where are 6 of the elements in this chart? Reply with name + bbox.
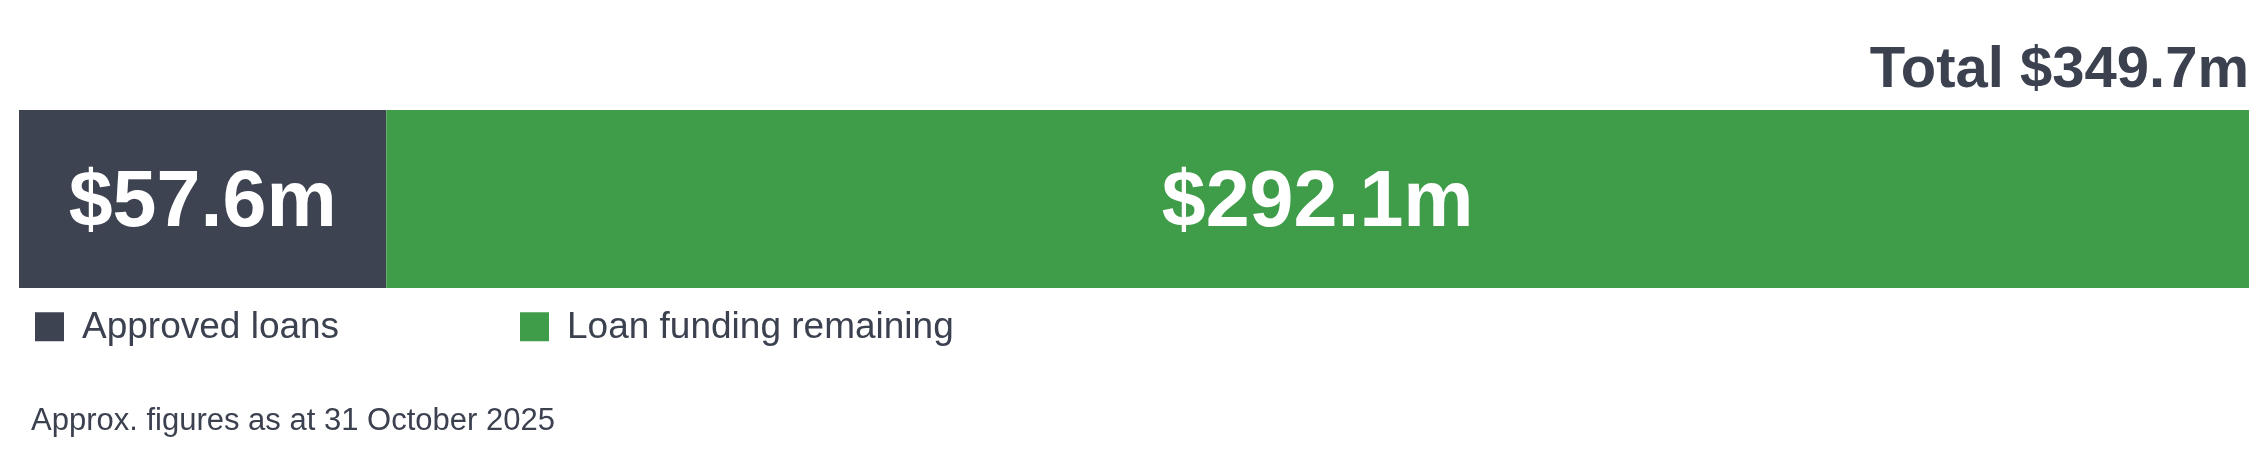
legend-label: Loan funding remaining (567, 304, 954, 346)
total-label: Total $349.7m (1869, 34, 2249, 99)
legend-label: Approved loans (82, 304, 340, 346)
data-label: $57.6m (68, 154, 337, 243)
data-label: $292.1m (1161, 154, 1474, 243)
text: Approx. figures as at 31 October 2025 (31, 402, 555, 437)
